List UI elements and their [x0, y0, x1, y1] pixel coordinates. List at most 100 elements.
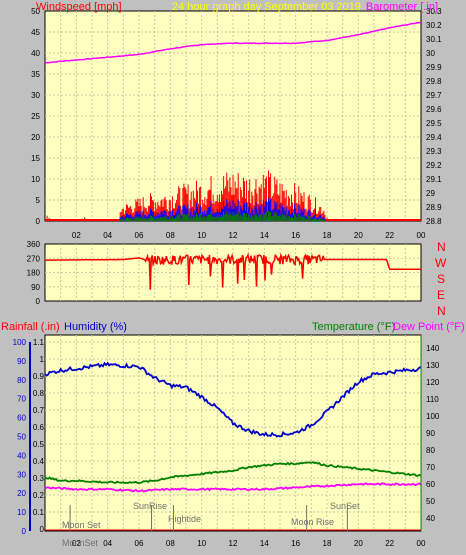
humidity-line	[44, 361, 422, 438]
dewpoint-line	[44, 482, 422, 493]
wind-y-tick-6: 30	[31, 91, 40, 100]
compass-w: W	[435, 256, 447, 270]
baro-y-tick-15: 30.3	[426, 7, 442, 16]
x-tick-top-0: 02	[72, 231, 81, 240]
hum-y-tick-5: 50	[17, 433, 26, 442]
temp-y-tick-1: 50	[426, 497, 435, 506]
rain-y-tick-0: 0	[40, 525, 45, 534]
hightide-label: Hightide	[168, 514, 201, 524]
x-tick-top-10: 22	[385, 231, 394, 240]
windspeed-label: Windspeed [mph]	[36, 1, 122, 13]
wind-y-tick-3: 15	[31, 154, 40, 163]
temperature-label: Temperature (°F)	[312, 321, 395, 333]
baro-y-tick-13: 30.1	[426, 35, 442, 44]
x-tick-bottom-2: 06	[135, 539, 144, 548]
wind-y-tick-8: 40	[31, 49, 40, 58]
baro-y-tick-2: 29	[426, 189, 435, 198]
x-tick-bottom-9: 20	[354, 539, 363, 548]
rain-y-tick-10: 1	[40, 355, 45, 364]
hum-y-tick-0: 0	[22, 527, 27, 536]
baro-y-tick-4: 29.2	[426, 161, 442, 170]
wind-y-tick-0: 0	[36, 217, 41, 226]
hum-y-tick-7: 70	[17, 395, 26, 404]
temp-y-tick-5: 90	[426, 429, 435, 438]
baro-y-tick-9: 29.7	[426, 91, 442, 100]
compass-e: E	[437, 288, 445, 302]
moon-rise-label: Moon Rise	[291, 517, 334, 527]
x-tick-top-7: 16	[291, 231, 300, 240]
x-tick-bottom-10: 22	[385, 539, 394, 548]
x-tick-top-8: 18	[323, 231, 332, 240]
temp-y-tick-0: 40	[426, 514, 435, 523]
hum-y-tick-4: 40	[17, 451, 26, 460]
x-tick-bottom-4: 10	[197, 539, 206, 548]
hum-y-tick-8: 80	[17, 376, 26, 385]
wind-y-tick-2: 10	[31, 175, 40, 184]
wind-direction-line	[45, 252, 421, 290]
baro-y-tick-7: 29.5	[426, 119, 442, 128]
dir-y-tick-1: 90	[31, 283, 40, 292]
wind-y-tick-7: 35	[31, 70, 40, 79]
dir-y-tick-3: 270	[27, 254, 41, 263]
rainfall-label: Rainfall (.in)	[1, 321, 60, 333]
baro-y-tick-5: 29.3	[426, 147, 442, 156]
temp-y-tick-8: 120	[426, 378, 440, 387]
temp-y-tick-9: 130	[426, 361, 440, 370]
x-tick-bottom-1: 04	[103, 539, 112, 548]
temp-y-tick-2: 60	[426, 480, 435, 489]
wind-y-tick-4: 20	[31, 133, 40, 142]
rain-y-tick-2: 0.2	[33, 491, 45, 500]
wind-y-tick-1: 5	[36, 196, 41, 205]
moon-set-bottom-label: MoonSet	[62, 538, 99, 548]
dir-y-tick-4: 360	[27, 240, 41, 249]
temp-y-tick-4: 80	[426, 446, 435, 455]
x-tick-top-11: 00	[417, 231, 426, 240]
rain-y-tick-9: 0.9	[33, 372, 45, 381]
x-tick-bottom-6: 14	[260, 539, 269, 548]
sunset-label: SunSet	[330, 501, 360, 511]
humidity-label: Humidity (%)	[64, 321, 127, 333]
x-tick-top-6: 14	[260, 231, 269, 240]
baro-y-tick-8: 29.6	[426, 105, 442, 114]
barometer-label: Barometer [.in]	[366, 1, 438, 13]
baro-y-tick-1: 28.9	[426, 203, 442, 212]
baro-y-tick-10: 29.8	[426, 77, 442, 86]
baro-y-tick-0: 28.8	[426, 217, 442, 226]
graph-title: 24 hour graph day September 03 2019	[172, 1, 361, 13]
x-tick-bottom-3: 08	[166, 539, 175, 548]
rain-y-tick-7: 0.7	[33, 406, 45, 415]
temp-y-tick-3: 70	[426, 463, 435, 472]
temperature-line	[44, 461, 422, 485]
temp-y-tick-6: 100	[426, 412, 440, 421]
wind-y-tick-10: 50	[31, 7, 40, 16]
barometer-line	[44, 21, 422, 64]
x-tick-bottom-11: 00	[417, 539, 426, 548]
x-tick-top-5: 12	[229, 231, 238, 240]
baro-y-tick-6: 29.4	[426, 133, 442, 142]
rain-y-tick-5: 0.5	[33, 440, 45, 449]
hum-y-tick-2: 20	[17, 489, 26, 498]
rain-y-tick-4: 0.4	[33, 457, 45, 466]
wind-y-tick-9: 45	[31, 28, 40, 37]
dir-y-tick-2: 180	[27, 269, 41, 278]
baro-y-tick-11: 29.9	[426, 63, 442, 72]
x-tick-bottom-5: 12	[229, 539, 238, 548]
x-tick-top-3: 08	[166, 231, 175, 240]
compass-n-bottom: N	[437, 304, 446, 318]
hum-y-tick-10: 100	[13, 338, 27, 347]
hum-y-tick-6: 60	[17, 414, 26, 423]
x-tick-bottom-0: 02	[72, 539, 81, 548]
compass-n-top: N	[437, 240, 446, 254]
temp-y-tick-7: 110	[426, 395, 439, 404]
temp-y-tick-10: 140	[426, 344, 440, 353]
sunrise-label: SunRise	[133, 501, 167, 511]
x-tick-bottom-7: 16	[291, 539, 300, 548]
x-tick-top-2: 06	[135, 231, 144, 240]
rain-y-tick-1: 0.1	[33, 508, 45, 517]
hum-y-tick-3: 30	[17, 470, 26, 479]
compass-s: S	[437, 272, 445, 286]
wind-y-tick-5: 25	[31, 112, 40, 121]
hum-y-tick-1: 10	[17, 508, 26, 517]
x-tick-top-9: 20	[354, 231, 363, 240]
